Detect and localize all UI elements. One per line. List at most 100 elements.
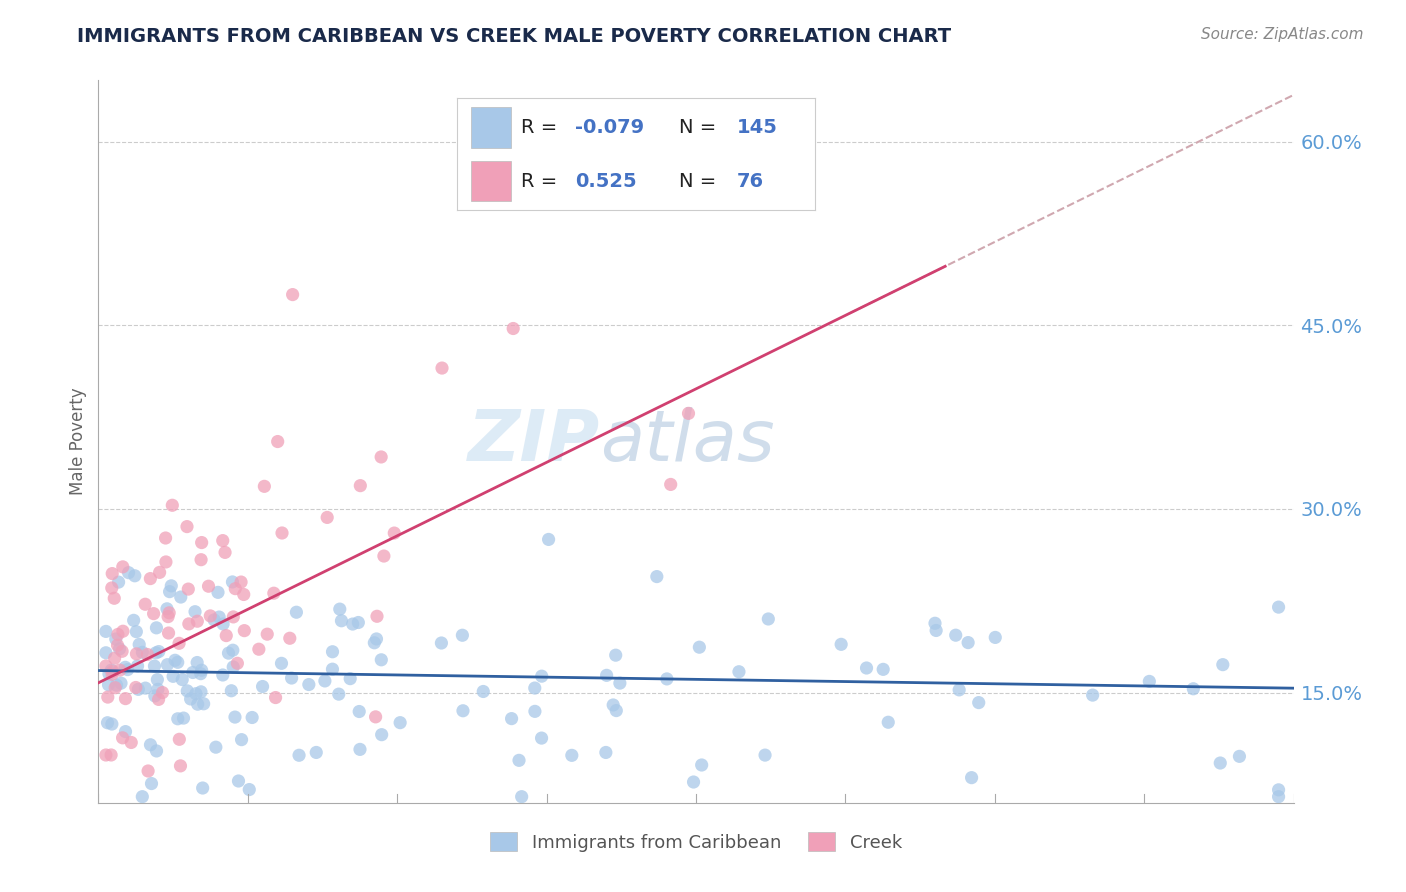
Point <box>221 683 243 698</box>
Point <box>214 545 236 559</box>
Point <box>957 635 980 649</box>
Point <box>682 775 704 789</box>
Point <box>253 479 276 493</box>
Point <box>690 758 713 772</box>
Point <box>609 676 631 690</box>
Point <box>855 661 877 675</box>
Point <box>177 582 200 596</box>
Point <box>224 582 246 596</box>
Point <box>157 606 180 620</box>
Point <box>94 747 117 762</box>
Point <box>222 660 245 674</box>
Point <box>228 774 250 789</box>
Point <box>146 673 169 687</box>
Point <box>100 663 122 677</box>
Point <box>101 566 124 581</box>
Point <box>215 629 238 643</box>
Point <box>193 697 215 711</box>
Point <box>139 572 162 586</box>
Point <box>232 587 254 601</box>
Point <box>298 677 321 691</box>
Point <box>172 673 194 687</box>
Point <box>111 731 134 745</box>
Point <box>149 566 172 580</box>
Point <box>238 782 260 797</box>
Point <box>184 687 207 701</box>
Point <box>342 617 364 632</box>
Point <box>280 671 302 685</box>
Point <box>430 636 453 650</box>
Point <box>605 648 627 663</box>
Point <box>111 644 134 658</box>
Text: ZIP: ZIP <box>468 407 600 476</box>
Point <box>561 748 583 763</box>
Point <box>226 657 249 671</box>
Point <box>678 406 700 420</box>
Point <box>278 632 301 646</box>
Point <box>186 656 208 670</box>
Point <box>191 780 214 795</box>
Point <box>382 526 405 541</box>
Point <box>211 668 233 682</box>
Point <box>162 498 184 512</box>
Point <box>190 552 212 566</box>
Point <box>190 663 212 677</box>
Point <box>184 605 207 619</box>
Point <box>233 624 256 638</box>
Point <box>508 753 530 767</box>
Point <box>329 602 352 616</box>
Point <box>256 627 278 641</box>
Point <box>108 641 131 656</box>
Point <box>218 646 240 660</box>
Point <box>451 628 474 642</box>
Point <box>211 533 233 548</box>
Point <box>347 705 370 719</box>
Point <box>267 434 290 449</box>
Point <box>104 651 127 665</box>
Point <box>960 771 983 785</box>
Point <box>169 759 191 773</box>
Point <box>190 685 212 699</box>
Point <box>134 681 156 695</box>
Point <box>148 692 170 706</box>
Point <box>530 731 553 745</box>
Point <box>131 645 153 659</box>
Point <box>94 646 117 660</box>
Point <box>349 478 371 492</box>
Point <box>872 662 894 676</box>
Point <box>131 789 153 804</box>
Point <box>162 669 184 683</box>
Point <box>159 584 181 599</box>
Point <box>1229 749 1251 764</box>
Point <box>264 690 287 705</box>
Point <box>1267 782 1289 797</box>
Point <box>180 692 202 706</box>
Point <box>114 724 136 739</box>
Point <box>142 607 165 621</box>
Point <box>173 711 195 725</box>
Point <box>107 627 129 641</box>
Point <box>97 678 120 692</box>
Point <box>510 789 533 804</box>
Point <box>688 640 710 655</box>
Point <box>177 616 200 631</box>
Point <box>1081 688 1104 702</box>
Point <box>202 613 225 627</box>
Point <box>200 608 222 623</box>
Point <box>229 575 252 590</box>
Point <box>830 637 852 651</box>
Point <box>107 575 129 590</box>
Point <box>925 624 948 638</box>
Point <box>155 531 177 545</box>
Point <box>101 665 124 679</box>
Point <box>605 704 627 718</box>
Point <box>101 667 124 681</box>
Point <box>373 549 395 563</box>
Point <box>141 776 163 790</box>
Point <box>967 696 990 710</box>
Point <box>143 689 166 703</box>
Point <box>321 662 343 676</box>
Point <box>160 579 183 593</box>
Point <box>430 361 453 376</box>
Point <box>104 632 127 646</box>
